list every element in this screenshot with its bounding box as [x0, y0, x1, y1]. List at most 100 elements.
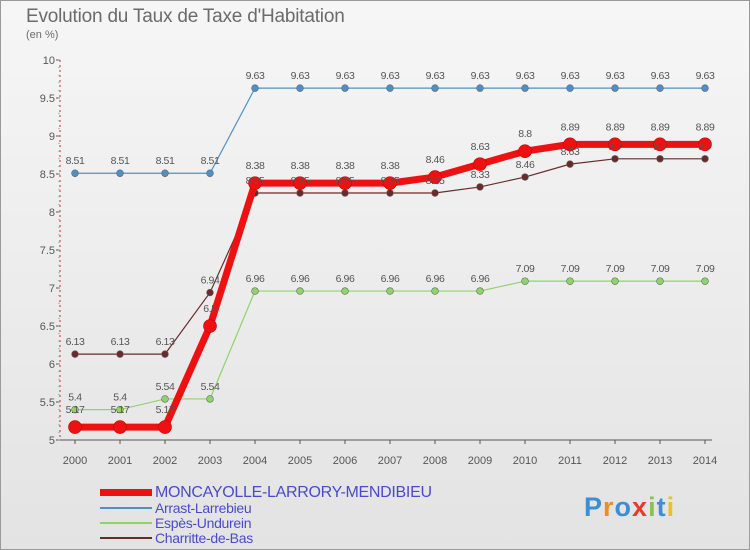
x-tick-label: 2007 — [378, 455, 402, 467]
data-point — [161, 350, 169, 358]
data-point — [296, 84, 304, 92]
data-label: 5.4 — [68, 392, 82, 404]
data-point — [296, 189, 304, 197]
data-label: 5.17 — [66, 404, 85, 416]
data-label: 7.09 — [651, 263, 670, 275]
data-label: 8.7 — [608, 141, 622, 153]
y-tick-label: 7 — [49, 283, 55, 295]
y-tick-label: 8 — [49, 207, 55, 219]
data-point — [656, 277, 664, 285]
data-label: 6.96 — [291, 273, 310, 285]
data-point — [473, 157, 487, 171]
x-tick-label: 2014 — [693, 455, 717, 467]
data-label: 5.17 — [156, 404, 175, 416]
data-label: 7.09 — [696, 263, 715, 275]
data-label: 6.96 — [246, 273, 265, 285]
data-point — [386, 287, 394, 295]
chart-title: Evolution du Taux de Taxe d'Habitation — [26, 6, 345, 27]
data-point — [563, 137, 577, 152]
data-label: 8.25 — [381, 175, 400, 187]
data-label: 7.09 — [561, 263, 580, 275]
data-label: 8.25 — [336, 175, 355, 187]
x-tick-label: 2005 — [288, 455, 312, 467]
data-point — [611, 155, 619, 163]
data-label: 6.96 — [336, 273, 355, 285]
data-point — [203, 319, 217, 333]
unit-label: (en %) — [26, 29, 59, 41]
data-label: 6.13 — [66, 336, 85, 348]
x-tick-label: 2013 — [648, 455, 672, 467]
y-tick-label: 5 — [49, 435, 55, 447]
data-label: 8.38 — [291, 160, 310, 172]
data-label: 8.63 — [471, 141, 490, 153]
data-label: 6.94 — [201, 275, 220, 287]
legend-swatch — [100, 537, 152, 539]
y-tick-label: 8.5 — [40, 169, 55, 181]
logo-letter: r — [603, 492, 615, 522]
data-point — [206, 169, 214, 177]
data-point — [251, 84, 259, 92]
x-tick-label: 2003 — [198, 455, 222, 467]
data-point — [431, 189, 439, 197]
data-point — [566, 84, 574, 92]
data-label: 9.63 — [426, 70, 445, 82]
data-point — [251, 287, 259, 295]
data-label: 8.89 — [606, 121, 625, 133]
data-point — [341, 189, 349, 197]
data-point — [701, 155, 709, 163]
data-label: 8.33 — [471, 169, 490, 181]
x-tick-label: 2009 — [468, 455, 492, 467]
data-label: 8.89 — [651, 121, 670, 133]
x-tick-label: 2012 — [603, 455, 627, 467]
data-point — [608, 137, 622, 152]
data-label: 8.25 — [426, 175, 445, 187]
data-point — [113, 420, 127, 434]
data-point — [68, 420, 82, 434]
data-label: 9.63 — [246, 70, 265, 82]
data-point — [161, 395, 169, 403]
data-point — [341, 84, 349, 92]
proxiti-logo: Proxiti — [584, 492, 675, 523]
data-label: 8.51 — [156, 155, 175, 167]
data-label: 9.63 — [696, 70, 715, 82]
logo-letter: i — [648, 492, 657, 522]
data-label: 6.13 — [156, 336, 175, 348]
data-label: 6.96 — [381, 273, 400, 285]
data-point — [611, 84, 619, 92]
data-label: 8.38 — [381, 160, 400, 172]
logo-letter: P — [584, 492, 604, 522]
y-tick-label: 10 — [43, 55, 55, 67]
logo-letter: t — [656, 492, 667, 522]
data-label: 6.96 — [471, 273, 490, 285]
x-tick-label: 2010 — [513, 455, 537, 467]
data-label: 9.63 — [606, 70, 625, 82]
data-label: 9.63 — [651, 70, 670, 82]
data-label: 9.63 — [561, 70, 580, 82]
y-tick-label: 7.5 — [40, 245, 55, 257]
data-point — [476, 84, 484, 92]
data-point — [431, 287, 439, 295]
data-point — [653, 137, 667, 152]
x-tick-label: 2000 — [63, 455, 87, 467]
data-label: 8.89 — [696, 121, 715, 133]
data-label: 5.4 — [113, 392, 127, 404]
data-point — [656, 155, 664, 163]
data-point — [431, 84, 439, 92]
data-label: 7.09 — [516, 263, 535, 275]
data-point — [383, 176, 397, 190]
data-label: 8.38 — [336, 160, 355, 172]
data-label: 8.25 — [246, 175, 265, 187]
y-tick-label: 6 — [49, 359, 55, 371]
data-point — [521, 277, 529, 285]
data-label: 9.63 — [336, 70, 355, 82]
legend-swatch — [100, 507, 152, 509]
y-tick-label: 6.5 — [40, 321, 55, 333]
data-point — [476, 287, 484, 295]
legend-swatch — [100, 522, 152, 524]
data-label: 5.54 — [156, 381, 175, 393]
data-label: 8.89 — [561, 121, 580, 133]
y-tick-label: 9 — [49, 131, 55, 143]
data-point — [386, 189, 394, 197]
